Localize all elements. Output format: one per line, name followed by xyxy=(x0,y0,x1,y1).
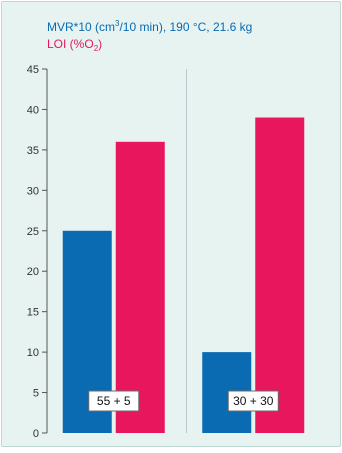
category-label-2: 30 + 30 xyxy=(233,394,274,408)
y-tick-label-15: 15 xyxy=(27,307,39,319)
legend-entry-loi: LOI (%O2) xyxy=(47,37,102,53)
y-tick-label-25: 25 xyxy=(27,226,39,238)
y-tick-label-40: 40 xyxy=(27,104,39,116)
y-tick-label-30: 30 xyxy=(27,185,39,197)
category-label-1: 55 + 5 xyxy=(97,394,131,408)
y-tick-label-5: 5 xyxy=(33,388,39,400)
y-tick-label-10: 10 xyxy=(27,347,39,359)
y-tick-label-45: 45 xyxy=(27,64,39,76)
y-tick-label-0: 0 xyxy=(33,428,39,440)
bar-series2-2 xyxy=(255,117,305,434)
category-label-box-2 xyxy=(227,390,279,412)
legend: MVR*10 (cm3/10 min), 190 °C, 21.6 kg LOI… xyxy=(47,19,252,53)
y-tick-label-20: 20 xyxy=(27,266,39,278)
y-tick-label-35: 35 xyxy=(27,145,39,157)
plot-area: 0 5 10 15 20 25 30 35 40 45 55 + 5 30 + 30 xyxy=(27,64,305,440)
bar-series2-1 xyxy=(115,141,165,434)
category-label-box-1 xyxy=(88,390,140,412)
legend-entry-mvr: MVR*10 (cm3/10 min), 190 °C, 21.6 kg xyxy=(47,19,252,34)
